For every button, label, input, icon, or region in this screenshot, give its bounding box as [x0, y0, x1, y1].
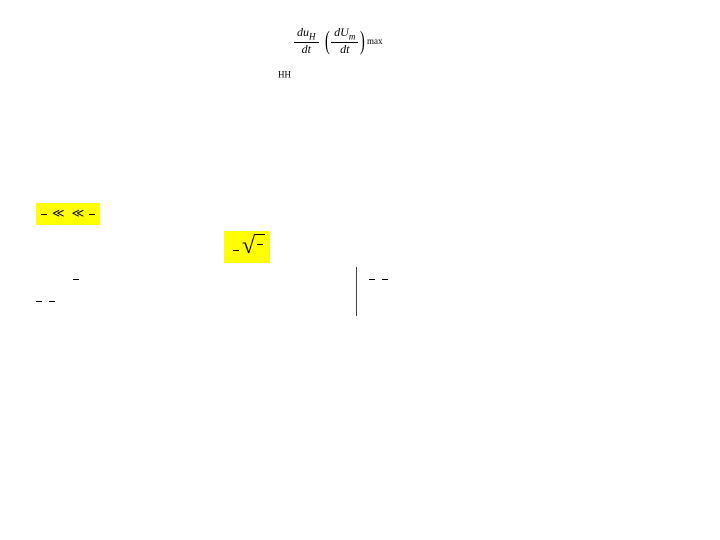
no-distortion-condition: duНdt ( dUmdt )max [278, 26, 692, 55]
distortion-chart [36, 16, 266, 191]
numeric-range-formula [369, 271, 692, 289]
extremum-line: √ [36, 231, 692, 263]
tau-range-formula: ≪ ≪ [36, 203, 266, 225]
symbolic-range-formula [36, 294, 356, 312]
tau-upper-bound-formula: √ [224, 231, 270, 263]
m70-line [36, 271, 356, 289]
red-condition-text: НН [278, 63, 692, 81]
